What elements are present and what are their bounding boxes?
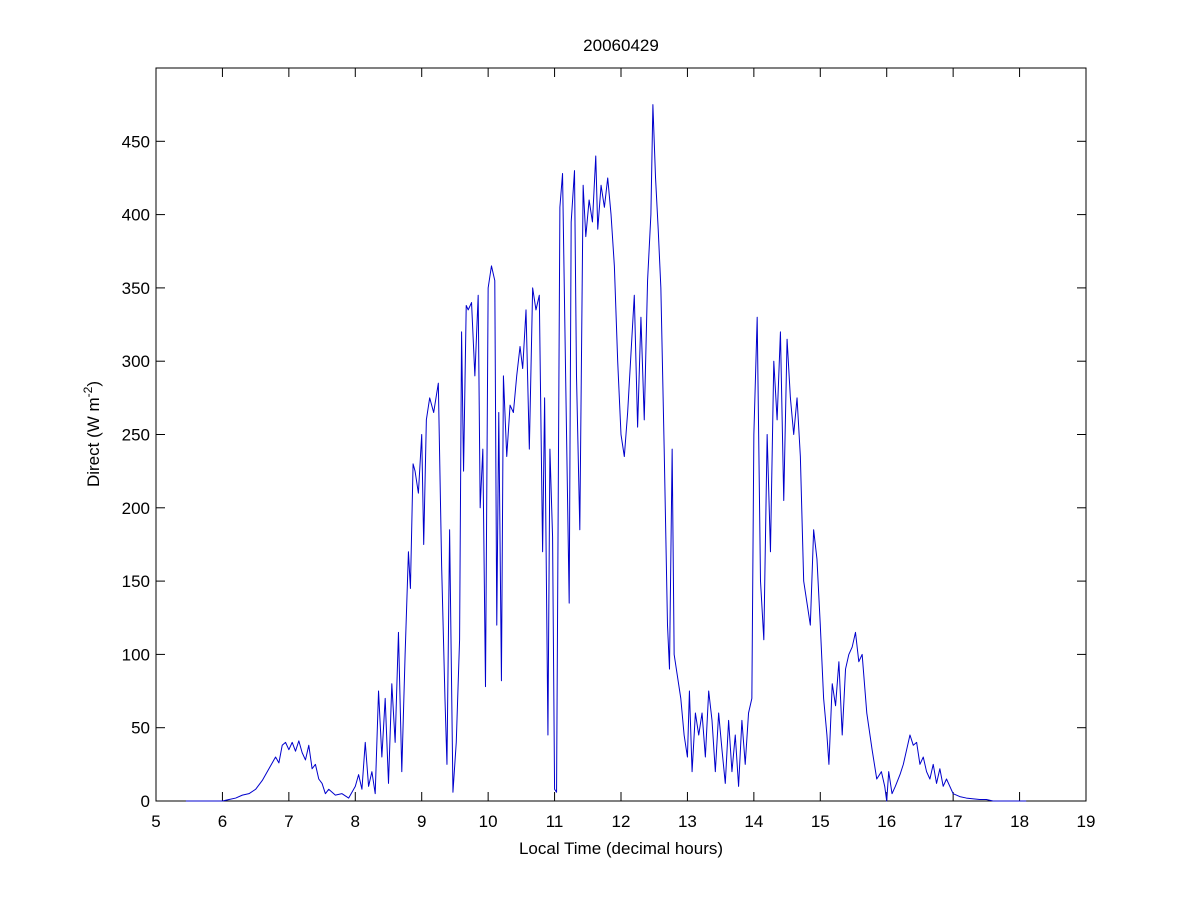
y-tick-label: 150 — [122, 572, 150, 591]
y-label-sup: -2 — [81, 386, 95, 397]
data-line — [185, 104, 1027, 802]
x-tick-label: 17 — [944, 812, 963, 831]
x-tick-label: 19 — [1077, 812, 1096, 831]
y-tick-label: 450 — [122, 132, 150, 151]
y-tick-label: 0 — [141, 792, 150, 811]
y-tick-label: 50 — [131, 719, 150, 738]
y-axis-label: Direct (W m-2) — [81, 381, 103, 487]
x-tick-label: 5 — [151, 812, 160, 831]
y-label-part: Direct (W m — [84, 397, 103, 487]
chart-title: 20060429 — [583, 36, 659, 55]
y-tick-label: 250 — [122, 426, 150, 445]
y-tick-label: 350 — [122, 279, 150, 298]
x-tick-label: 7 — [284, 812, 293, 831]
x-tick-label: 16 — [877, 812, 896, 831]
x-tick-label: 12 — [612, 812, 631, 831]
x-tick-label: 6 — [218, 812, 227, 831]
x-tick-label: 14 — [744, 812, 763, 831]
y-tick-label: 300 — [122, 352, 150, 371]
x-tick-label: 10 — [479, 812, 498, 831]
y-tick-label: 400 — [122, 206, 150, 225]
x-tick-label: 8 — [351, 812, 360, 831]
y-tick-label: 200 — [122, 499, 150, 518]
x-tick-label: 13 — [678, 812, 697, 831]
y-label-part: ) — [84, 381, 103, 387]
x-tick-label: 9 — [417, 812, 426, 831]
x-axis-label: Local Time (decimal hours) — [519, 839, 723, 858]
x-tick-label: 11 — [546, 812, 564, 831]
x-tick-label: 18 — [1010, 812, 1029, 831]
x-tick-label: 15 — [811, 812, 830, 831]
y-tick-label: 100 — [122, 645, 150, 664]
